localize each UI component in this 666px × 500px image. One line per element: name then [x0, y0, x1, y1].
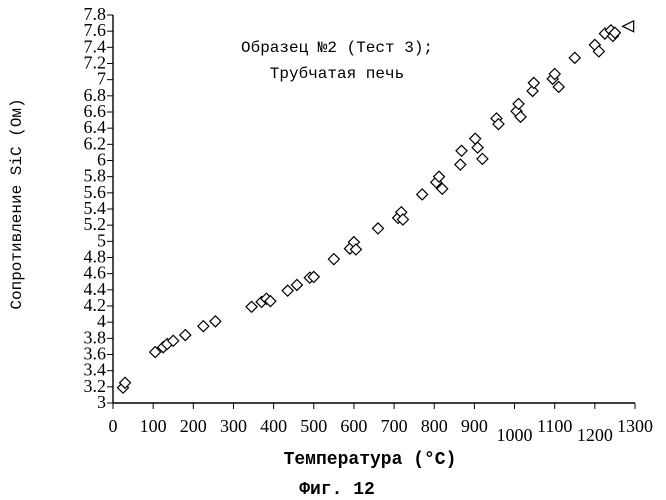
data-point: [373, 223, 384, 234]
y-tick-label: 7.8: [84, 4, 107, 24]
x-tick-label: 0: [109, 416, 118, 436]
data-point: [569, 52, 580, 63]
x-tick-label: 600: [340, 416, 367, 436]
x-tick-label: 1300: [617, 416, 653, 436]
x-tick-label: 400: [260, 416, 287, 436]
chart-title: Образец №2 (Тест 3);: [241, 39, 433, 57]
x-tick-label: 300: [220, 416, 247, 436]
y-axis-label: Сопротивление SiC (Ом): [8, 98, 26, 309]
data-point: [528, 77, 539, 88]
figure-caption: Фиг. 12: [299, 480, 375, 500]
x-tick-label: 500: [300, 416, 327, 436]
data-point: [291, 279, 302, 290]
data-point: [477, 153, 488, 164]
data-point: [623, 21, 634, 32]
x-axis-label: Температура (°C): [284, 450, 457, 470]
x-tick-label: 900: [461, 416, 488, 436]
data-point: [180, 330, 191, 341]
data-point: [198, 321, 209, 332]
data-point: [282, 285, 293, 296]
x-tick-label: 1000: [497, 425, 533, 445]
x-tick-label: 1200: [577, 425, 613, 445]
data-point: [246, 301, 257, 312]
x-tick-label: 200: [180, 416, 207, 436]
data-point: [417, 189, 428, 200]
chart-subtitle: Трубчатая печь: [270, 65, 404, 83]
data-point: [210, 316, 221, 327]
data-point: [328, 254, 339, 265]
data-point: [553, 81, 564, 92]
y-axis-ticks: 33.23.43.63.844.24.44.64.855.25.45.65.86…: [84, 4, 114, 412]
x-tick-label: 700: [381, 416, 408, 436]
x-tick-label: 1100: [537, 416, 572, 436]
x-tick-label: 800: [421, 416, 448, 436]
x-axis-ticks: 0 100 200 300 400 500 600 700 800 900 100011001200…: [109, 403, 654, 445]
data-point: [472, 142, 483, 153]
data-point: [470, 133, 481, 144]
data-point: [456, 145, 467, 156]
x-tick-label: 100: [140, 416, 167, 436]
data-point: [455, 159, 466, 170]
